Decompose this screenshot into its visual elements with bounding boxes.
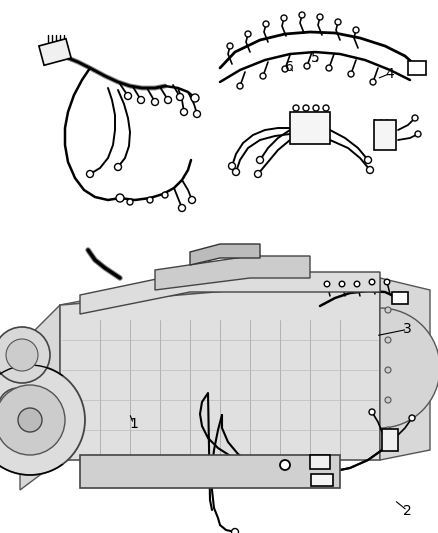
Circle shape xyxy=(313,105,319,111)
Circle shape xyxy=(385,427,391,433)
Polygon shape xyxy=(80,272,380,314)
Bar xyxy=(392,292,408,304)
Circle shape xyxy=(86,171,93,177)
Bar xyxy=(374,120,396,150)
Circle shape xyxy=(116,194,124,202)
Text: 5: 5 xyxy=(311,51,320,64)
Polygon shape xyxy=(380,278,430,460)
Circle shape xyxy=(280,460,290,470)
Circle shape xyxy=(124,93,131,100)
Circle shape xyxy=(180,109,187,116)
Circle shape xyxy=(233,168,240,175)
Circle shape xyxy=(385,367,391,373)
Circle shape xyxy=(369,279,375,285)
Circle shape xyxy=(385,337,391,343)
Text: 1: 1 xyxy=(129,417,138,431)
Circle shape xyxy=(0,388,38,428)
Circle shape xyxy=(385,397,391,403)
Circle shape xyxy=(281,15,287,21)
Wedge shape xyxy=(380,308,438,428)
Circle shape xyxy=(304,63,310,69)
Circle shape xyxy=(229,163,236,169)
Polygon shape xyxy=(20,305,60,490)
Polygon shape xyxy=(155,256,310,290)
Circle shape xyxy=(138,96,145,103)
Circle shape xyxy=(114,164,121,171)
Circle shape xyxy=(348,71,354,77)
Circle shape xyxy=(127,199,133,205)
Text: 2: 2 xyxy=(403,504,412,518)
Circle shape xyxy=(260,73,266,79)
Polygon shape xyxy=(60,278,380,460)
Circle shape xyxy=(162,192,168,198)
Circle shape xyxy=(317,14,323,20)
Circle shape xyxy=(179,205,186,212)
Circle shape xyxy=(0,327,50,383)
Circle shape xyxy=(354,281,360,287)
Circle shape xyxy=(299,12,305,18)
Bar xyxy=(311,474,333,486)
Circle shape xyxy=(257,157,264,164)
Text: 6: 6 xyxy=(285,60,293,74)
Text: 3: 3 xyxy=(403,322,412,336)
Circle shape xyxy=(147,197,153,203)
Circle shape xyxy=(303,105,309,111)
Circle shape xyxy=(0,385,65,455)
Circle shape xyxy=(6,339,38,371)
Circle shape xyxy=(237,83,243,89)
Circle shape xyxy=(324,281,330,287)
Circle shape xyxy=(245,31,251,37)
Circle shape xyxy=(323,105,329,111)
Circle shape xyxy=(282,66,288,72)
Circle shape xyxy=(367,166,374,174)
Circle shape xyxy=(263,21,269,27)
Circle shape xyxy=(409,415,415,421)
Circle shape xyxy=(191,94,199,102)
Text: 4: 4 xyxy=(385,67,394,80)
Circle shape xyxy=(194,110,201,117)
Circle shape xyxy=(384,279,390,285)
Circle shape xyxy=(326,65,332,71)
Circle shape xyxy=(364,157,371,164)
Bar xyxy=(310,455,330,469)
Circle shape xyxy=(254,171,261,177)
Bar xyxy=(290,112,330,144)
Polygon shape xyxy=(80,455,340,488)
Bar xyxy=(382,429,398,451)
Circle shape xyxy=(369,409,375,415)
Circle shape xyxy=(335,19,341,25)
Circle shape xyxy=(293,105,299,111)
Circle shape xyxy=(0,365,85,475)
Circle shape xyxy=(385,307,391,313)
Bar xyxy=(408,61,426,75)
Circle shape xyxy=(412,115,418,121)
Bar xyxy=(39,39,71,65)
Circle shape xyxy=(415,131,421,137)
Circle shape xyxy=(18,408,42,432)
Circle shape xyxy=(339,281,345,287)
Circle shape xyxy=(177,93,184,101)
Polygon shape xyxy=(60,278,380,345)
Circle shape xyxy=(188,197,195,204)
Circle shape xyxy=(370,79,376,85)
Polygon shape xyxy=(190,244,260,265)
Circle shape xyxy=(232,529,239,533)
Circle shape xyxy=(353,27,359,33)
Circle shape xyxy=(227,43,233,49)
Circle shape xyxy=(165,96,172,103)
Circle shape xyxy=(152,99,159,106)
